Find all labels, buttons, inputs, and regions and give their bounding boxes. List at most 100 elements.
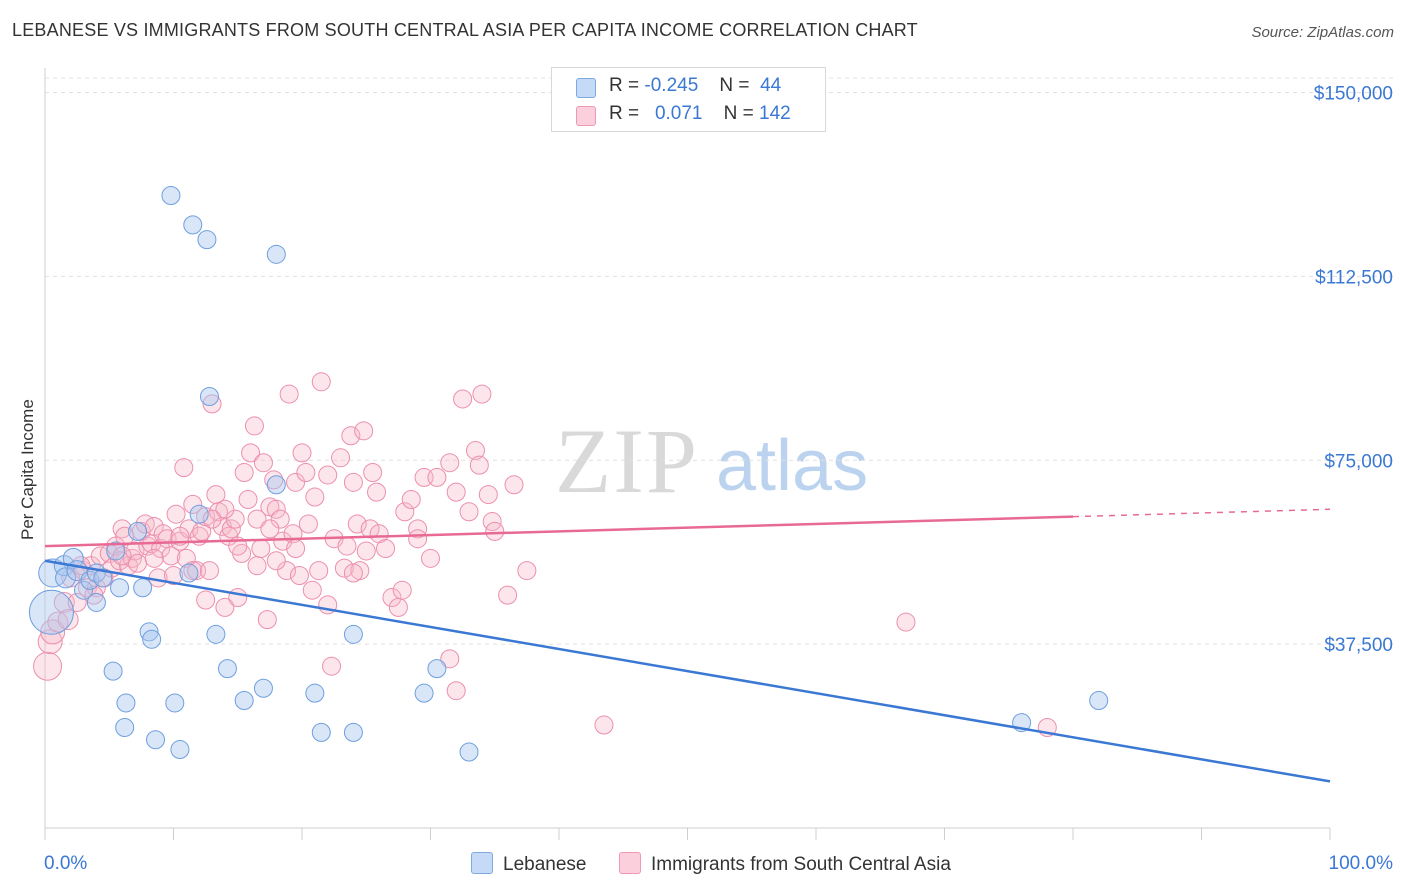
immigrants-point [196, 590, 216, 610]
stats-row-immigrants: R = 0.071 N = 142 [552, 101, 825, 129]
lebanese-point [234, 691, 254, 711]
r-label: R = [609, 75, 640, 96]
immigrants-point [228, 588, 248, 608]
x-tick-label-min: 0.0% [44, 853, 87, 874]
immigrants-point [241, 443, 261, 463]
lebanese-point [305, 683, 325, 703]
immigrants-point [446, 482, 466, 502]
r-value-immigrants: 0.071 [654, 103, 703, 124]
y-tick-label: $112,500 [1315, 267, 1393, 288]
immigrants-point [164, 565, 183, 585]
immigrants-point [594, 715, 614, 735]
immigrants-point [202, 509, 222, 529]
immigrants-point [37, 629, 63, 655]
lebanese-point [1089, 691, 1109, 711]
lebanese-point [414, 683, 434, 703]
lebanese-point [116, 693, 136, 713]
lebanese-point [38, 558, 68, 588]
immigrants-point [174, 458, 194, 478]
immigrants-point [170, 526, 190, 546]
immigrants-swatch [576, 106, 596, 126]
lebanese-point [179, 563, 199, 583]
lebanese-point [266, 475, 286, 495]
immigrants-point [183, 494, 203, 514]
immigrants-point [260, 519, 280, 539]
immigrants-point [318, 465, 338, 485]
immigrants-point [421, 548, 440, 568]
immigrants-point [270, 509, 290, 529]
lebanese-point [189, 504, 209, 524]
lebanese-swatch [576, 78, 596, 98]
n-value-lebanese: 44 [760, 75, 782, 96]
immigrants-point [401, 489, 421, 509]
immigrants-point [343, 563, 363, 583]
legend-label-lebanese: Lebanese [503, 854, 587, 875]
lebanese-point [74, 580, 94, 600]
immigrants-point [472, 384, 492, 404]
immigrants-point [221, 519, 241, 539]
immigrants-point [277, 561, 297, 581]
immigrants-point [266, 551, 286, 571]
watermark-atlas: atlas [716, 426, 868, 506]
immigrants-point [215, 499, 235, 519]
legend-item-immigrants: Immigrants from South Central Asia [619, 852, 951, 878]
immigrants-point [234, 463, 254, 483]
immigrants-point [465, 440, 485, 460]
immigrants-point [84, 585, 104, 605]
immigrants-point [459, 502, 479, 522]
immigrants-point [176, 548, 196, 568]
immigrants-point [388, 597, 408, 617]
immigrants-point [33, 651, 63, 681]
lebanese-point [311, 722, 331, 742]
lebanese-point [103, 661, 123, 681]
immigrants-point [247, 509, 267, 529]
immigrants-point [322, 656, 342, 676]
legend-item-lebanese: Lebanese [471, 852, 586, 878]
immigrants-point [343, 472, 363, 492]
y-tick-label: $150,000 [1314, 84, 1393, 105]
immigrants-point [238, 489, 258, 509]
immigrants-point [298, 514, 318, 534]
immigrants-point [112, 519, 132, 539]
lebanese-point [93, 568, 113, 588]
immigrants-point [392, 580, 412, 600]
immigrants-point [311, 372, 331, 392]
lebanese-point [106, 541, 126, 561]
immigrants-point [253, 453, 273, 473]
lebanese-swatch [471, 852, 493, 874]
immigrants-point [279, 384, 299, 404]
chart-title: LEBANESE VS IMMIGRANTS FROM SOUTH CENTRA… [12, 20, 918, 40]
immigrants-point [440, 453, 460, 473]
lebanese-point [253, 678, 273, 698]
r-value-lebanese: -0.245 [644, 75, 699, 96]
lebanese-point [266, 244, 286, 264]
immigrants-point [247, 556, 267, 576]
immigrants-point [112, 546, 132, 566]
immigrants-point [266, 499, 286, 519]
lebanese-point [165, 693, 185, 713]
immigrants-point [257, 610, 277, 630]
series-legend: Lebanese Immigrants from South Central A… [0, 852, 1406, 878]
legend-label-immigrants: Immigrants from South Central Asia [651, 854, 951, 875]
immigrants-point [244, 416, 264, 436]
immigrants-point [354, 421, 374, 441]
immigrants-point [376, 539, 396, 559]
immigrants-point [363, 463, 383, 483]
immigrants-point [286, 539, 306, 559]
immigrants-point [166, 504, 186, 524]
n-label: N = [719, 75, 750, 96]
immigrants-point [408, 519, 428, 539]
lebanese-point [427, 659, 447, 679]
n-label: N = [723, 103, 754, 124]
immigrants-point [199, 561, 219, 581]
immigrants-point [202, 394, 222, 414]
immigrants-trend-extension [1072, 508, 1331, 518]
immigrants-point [331, 448, 351, 468]
watermark-zip: ZIP [555, 410, 699, 512]
immigrants-point [125, 541, 145, 561]
immigrants-point [305, 487, 325, 507]
immigrants-point [47, 611, 69, 633]
y-tick-label: $75,000 [1324, 451, 1393, 472]
immigrants-point [395, 502, 415, 522]
